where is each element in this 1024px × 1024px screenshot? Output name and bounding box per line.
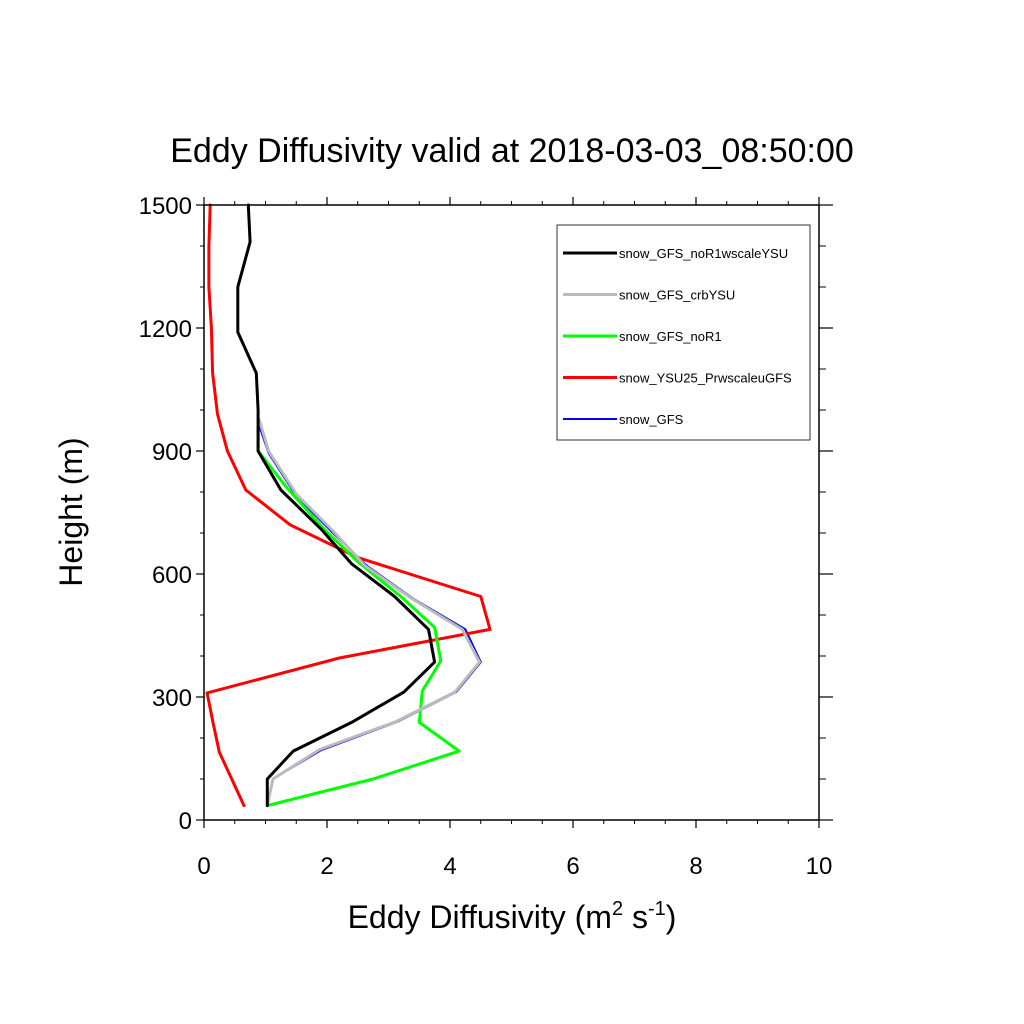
series-line-snow_YSU25_PrwscaleuGFS (205, 203, 492, 808)
y-axis-label: Height (m) (53, 437, 89, 586)
axis-ticks (196, 197, 833, 828)
legend-label: snow_GFS_crbYSU (619, 288, 735, 303)
x-tick-label: 8 (689, 853, 702, 880)
y-tick-label: 600 (152, 562, 192, 589)
legend-items: snow_GFS_noR1wscaleYSU snow_GFS_crbYSUsno… (563, 246, 792, 427)
legend-label: snow_YSU25_PrwscaleuGFS (619, 371, 792, 386)
y-tick-label: 300 (152, 685, 192, 712)
legend-label: snow_GFS_noR1wscaleYSU (619, 246, 788, 261)
series-line-snow_GFS (258, 425, 482, 807)
y-tick-labels: 0 300 600 900 1200 1500 (139, 193, 192, 835)
chart-title: Eddy Diffusivity valid at 2018-03-03_08:… (170, 132, 854, 170)
x-axis-label-base: Eddy Diffusivity (m (348, 899, 612, 935)
x-axis-label-sup2: -1 (648, 898, 666, 920)
legend-label: snow_GFS_noR1 (619, 329, 722, 344)
x-tick-labels: 0 2 4 6 8 10 (197, 853, 832, 880)
x-tick-label: 10 (806, 853, 833, 880)
legend: snow_GFS_noR1wscaleYSU snow_GFS_crbYSUsno… (556, 224, 811, 441)
x-tick-label: 4 (443, 853, 456, 880)
legend-box (556, 224, 811, 441)
x-axis-label-end: ) (666, 899, 677, 935)
y-tick-label: 1200 (139, 316, 192, 343)
y-tick-label: 1500 (139, 193, 192, 220)
x-axis-label: Eddy Diffusivity (m2 s-1) (348, 898, 677, 935)
x-tick-label: 2 (320, 853, 333, 880)
y-tick-label: 900 (152, 439, 192, 466)
x-axis-label-mid: s (623, 899, 648, 935)
plot-series (205, 203, 492, 808)
series-line-snow_GFS_noR1wscaleYSU (236, 203, 437, 808)
series-line-snow_GFS_crbYSU (257, 418, 481, 808)
x-tick-label: 0 (197, 853, 210, 880)
x-tick-label: 6 (566, 853, 579, 880)
y-tick-label: 0 (179, 808, 192, 835)
legend-label: snow_GFS (619, 412, 684, 427)
x-axis-label-sup1: 2 (612, 898, 623, 920)
series-line-snow_GFS_noR1 (256, 424, 461, 808)
